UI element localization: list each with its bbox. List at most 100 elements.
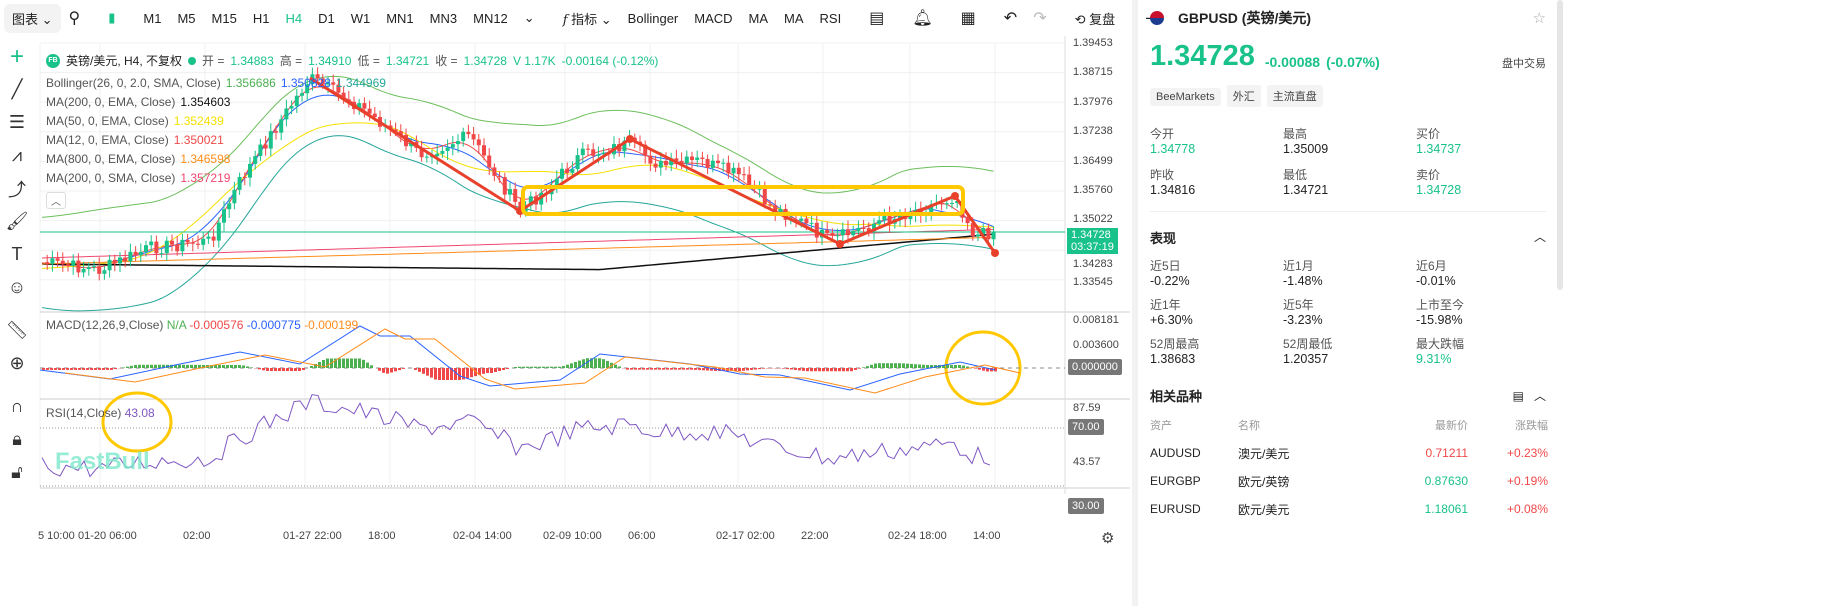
timeframe-more-chevron-icon[interactable]: ⌄ — [523, 10, 535, 25]
symbol-info-panel: GBPUSD (英镑/美元) ☆ 1.34728 -0.00088 (-0.07… — [1138, 0, 1558, 606]
status-dot — [188, 56, 197, 65]
macd-histogram-bar — [646, 368, 649, 370]
undo-icon[interactable]: ↶ — [1003, 10, 1018, 27]
candle-body — [731, 167, 736, 174]
unlock-icon[interactable]: 🔓︎ — [11, 462, 23, 482]
layout-icon[interactable]: ▤ — [869, 10, 885, 27]
panel-scrollbar[interactable] — [1557, 0, 1563, 290]
candle-body — [274, 131, 278, 133]
fb-badge: FB — [46, 53, 60, 68]
favorite-star-icon[interactable]: ☆ — [1532, 10, 1546, 27]
column-header: 名称 — [1238, 420, 1260, 432]
macd-histogram-bar — [122, 367, 125, 368]
time-axis-label: 22:00 — [801, 530, 829, 542]
macd-histogram-bar — [534, 366, 537, 368]
macd-histogram-bar — [842, 368, 845, 372]
indicator-ma-button[interactable]: MA — [748, 10, 769, 26]
pattern-icon[interactable]: ⩘ — [11, 145, 23, 165]
candle-body — [487, 155, 492, 168]
candle-body — [560, 168, 564, 179]
macd-histogram-bar — [430, 368, 433, 378]
timeframe-m1[interactable]: M1 — [143, 10, 162, 26]
macd-histogram-bar — [958, 365, 961, 368]
macd-histogram-bar — [954, 365, 957, 368]
price-chart-canvas[interactable] — [0, 36, 1130, 606]
ma200-ema-line — [41, 233, 994, 271]
asset-change: +0.23% — [1506, 446, 1548, 460]
candle-body — [653, 163, 658, 168]
macd-histogram-bar — [926, 365, 929, 368]
timeframe-mn3[interactable]: MN3 — [429, 10, 458, 26]
price-axis-label: 1.37238 — [1073, 125, 1113, 137]
indicator-name: MA(800, 0, EMA, Close) — [46, 152, 176, 166]
zoom-in-icon[interactable]: ⊕ — [9, 353, 25, 373]
macd-histogram-bar — [338, 358, 341, 368]
timeframe-mn12[interactable]: MN12 — [473, 10, 508, 26]
macd-histogram-bar — [158, 364, 161, 368]
timeframe-h4[interactable]: H4 — [285, 10, 303, 26]
performance-stat: 近5年 -3.23% — [1283, 296, 1416, 327]
candle-body — [502, 177, 507, 195]
calendar-icon[interactable]: ▦ — [960, 10, 976, 27]
macd-histogram-bar — [42, 368, 45, 370]
timeframe-mn1[interactable]: MN1 — [386, 10, 414, 26]
candle-body — [305, 84, 310, 94]
ruler-icon[interactable]: 📏︎ — [5, 320, 29, 340]
collapse-legend-button[interactable]: ︿ — [46, 192, 66, 209]
timeframe-m15[interactable]: M15 — [211, 10, 237, 26]
candle-body — [86, 267, 91, 270]
chart-toolbar: 图表 ⌄ ⚲ ▮ M1 M5 M15 H1 H4 D1 W1 MN1 MN3 MN12 ⌄ f 指… — [0, 0, 1158, 36]
timeframe-m5[interactable]: M5 — [177, 10, 196, 26]
collapse-chevron-icon[interactable]: ︿ — [1533, 230, 1546, 244]
emoji-icon[interactable]: ☺ — [7, 277, 27, 297]
arrowhead-icon — [836, 240, 844, 248]
indicators-button[interactable]: f 指标 ⌄ — [562, 11, 612, 28]
chart-settings-icon[interactable]: ⚙ — [1101, 530, 1115, 547]
chart-area[interactable]: FB 英镑/美元, H4, 不复权 开 = 1.34883 高 = 1.34910 … — [0, 36, 1130, 606]
rsi-upper-tag: 70.00 — [1068, 419, 1104, 435]
indicator-ma-button[interactable]: MA — [784, 10, 804, 26]
trend-line-icon[interactable]: ╱ — [11, 79, 23, 99]
timeframe-h1[interactable]: H1 — [252, 10, 270, 26]
chart-menu-button[interactable]: 图表 ⌄ — [4, 3, 61, 33]
candle-body — [866, 228, 871, 232]
timeframe-w1[interactable]: W1 — [350, 10, 371, 26]
related-row[interactable]: EURUSD 欧元/美元 1.18061 +0.08% — [1150, 495, 1548, 523]
candle-body — [326, 82, 330, 85]
indicator-rsi-button[interactable]: RSI — [819, 10, 842, 26]
macd-histogram-bar — [358, 358, 361, 368]
fibonacci-icon[interactable]: ⤴ — [8, 179, 26, 200]
macd-histogram-bar — [530, 366, 533, 368]
lock-drawing-icon[interactable]: 🔒︎ — [12, 429, 22, 449]
candle-body — [331, 82, 336, 85]
collapse-chevron-icon[interactable]: ︿ — [1533, 389, 1546, 403]
redo-icon[interactable]: ↷ — [1033, 10, 1047, 27]
horizontal-lines-icon[interactable]: ☰ — [8, 112, 26, 132]
candle-body — [336, 84, 341, 93]
magnet-icon[interactable]: ∩ — [10, 396, 24, 416]
indicator-macd-button[interactable]: MACD — [694, 10, 733, 26]
search-icon[interactable]: ⚲ — [68, 10, 81, 27]
macd-histogram-bar — [606, 360, 609, 368]
macd-histogram-bar — [322, 360, 325, 368]
macd-histogram-bar — [282, 368, 285, 371]
tag-badge: BeeMarkets — [1150, 88, 1221, 106]
macd-histogram-bar — [706, 368, 709, 371]
replay-button[interactable]: ⟲ 复盘 — [1067, 9, 1124, 28]
macd-histogram-bar — [458, 368, 461, 380]
macd-histogram-bar — [666, 368, 669, 370]
indicator-bollinger-button[interactable]: Bollinger — [627, 10, 679, 26]
quote-stat-label: 今开 — [1150, 127, 1175, 141]
brush-icon[interactable]: 🖌︎ — [5, 211, 29, 231]
macd-histogram-bar — [394, 368, 397, 372]
candlestick-type-icon[interactable]: ▮ — [108, 10, 116, 25]
text-tool-icon[interactable]: T — [11, 244, 23, 264]
macd-histogram-bar — [482, 368, 485, 374]
candle-body — [409, 141, 414, 147]
alert-bell-icon[interactable]: 🔔︎ — [912, 10, 933, 27]
related-row[interactable]: EURGBP 欧元/英镑 0.87630 +0.19% — [1150, 467, 1548, 495]
list-icon[interactable]: ▤ — [1512, 388, 1524, 403]
related-row[interactable]: AUDUSD 澳元/美元 0.71211 +0.23% — [1150, 439, 1548, 467]
timeframe-d1[interactable]: D1 — [318, 10, 335, 26]
crosshair-icon[interactable]: + — [9, 42, 24, 70]
